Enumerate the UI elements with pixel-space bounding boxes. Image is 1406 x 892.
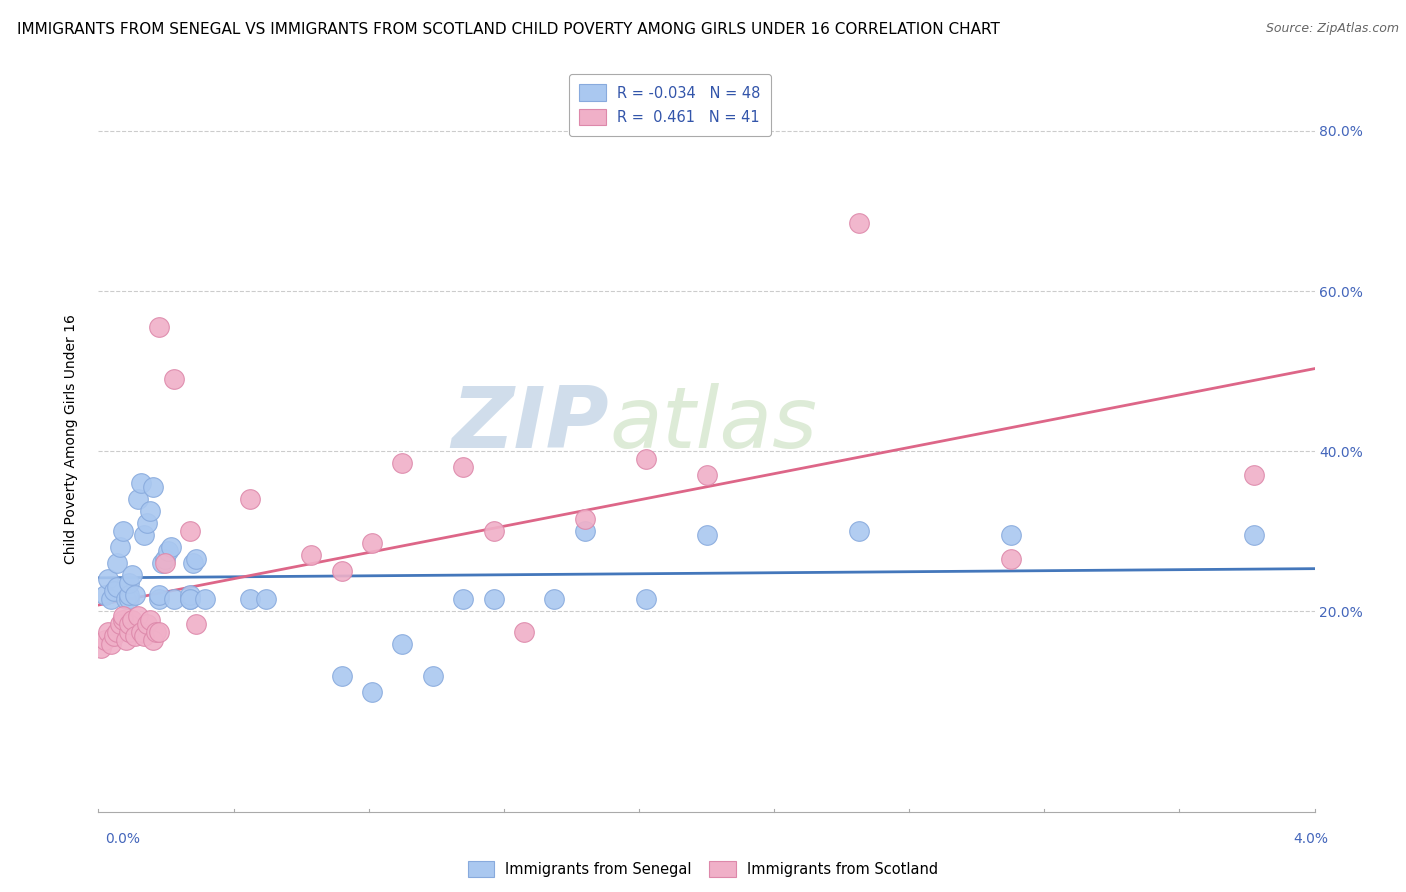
Point	[118, 589, 141, 603]
Point	[422, 668, 444, 682]
Point	[96, 573, 118, 587]
Point	[330, 565, 353, 579]
Point	[139, 504, 162, 518]
Point	[105, 624, 128, 639]
Point	[100, 636, 122, 650]
Point	[108, 616, 131, 631]
Point	[124, 628, 146, 642]
Point	[118, 616, 141, 631]
Text: Source: ZipAtlas.com: Source: ZipAtlas.com	[1265, 22, 1399, 36]
Point	[361, 684, 384, 698]
Point	[139, 613, 162, 627]
Point	[103, 628, 125, 642]
Text: ZIP: ZIP	[451, 383, 609, 466]
Point	[254, 592, 277, 607]
Point	[163, 372, 186, 386]
Point	[513, 624, 536, 639]
Point	[1243, 468, 1265, 483]
Point	[111, 608, 134, 623]
Point	[239, 592, 262, 607]
Point	[121, 568, 143, 582]
Point	[118, 592, 141, 607]
Text: 4.0%: 4.0%	[1294, 832, 1329, 846]
Point	[299, 549, 322, 563]
Point	[181, 557, 204, 571]
Text: IMMIGRANTS FROM SENEGAL VS IMMIGRANTS FROM SCOTLAND CHILD POVERTY AMONG GIRLS UN: IMMIGRANTS FROM SENEGAL VS IMMIGRANTS FR…	[17, 22, 1000, 37]
Point	[132, 528, 155, 542]
Point	[482, 592, 505, 607]
Point	[114, 632, 136, 647]
Point	[155, 557, 177, 571]
Point	[148, 592, 170, 607]
Point	[148, 320, 170, 334]
Point	[543, 592, 565, 607]
Point	[118, 576, 141, 591]
Point	[93, 632, 115, 647]
Point	[184, 616, 207, 631]
Point	[179, 589, 201, 603]
Point	[391, 456, 413, 470]
Point	[330, 668, 353, 682]
Point	[1000, 552, 1022, 566]
Point	[157, 544, 180, 558]
Point	[142, 632, 165, 647]
Legend: R = -0.034   N = 48, R =  0.461   N = 41: R = -0.034 N = 48, R = 0.461 N = 41	[569, 74, 770, 136]
Point	[155, 552, 177, 566]
Point	[194, 592, 217, 607]
Point	[145, 624, 167, 639]
Point	[148, 624, 170, 639]
Point	[574, 524, 596, 539]
Point	[127, 492, 149, 507]
Point	[453, 592, 475, 607]
Point	[634, 452, 657, 467]
Point	[848, 524, 870, 539]
Text: atlas: atlas	[609, 383, 817, 466]
Point	[634, 592, 657, 607]
Point	[391, 636, 413, 650]
Point	[93, 589, 115, 603]
Point	[108, 541, 131, 555]
Point	[453, 460, 475, 475]
Point	[696, 468, 718, 483]
Point	[136, 516, 159, 531]
Point	[121, 613, 143, 627]
Point	[90, 640, 112, 655]
Text: 0.0%: 0.0%	[105, 832, 141, 846]
Point	[696, 528, 718, 542]
Point	[179, 524, 201, 539]
Point	[848, 216, 870, 230]
Point	[103, 584, 125, 599]
Point	[150, 557, 173, 571]
Point	[111, 613, 134, 627]
Point	[239, 492, 262, 507]
Point	[160, 541, 183, 555]
Point	[136, 616, 159, 631]
Point	[482, 524, 505, 539]
Point	[105, 557, 128, 571]
Point	[118, 624, 141, 639]
Y-axis label: Child Poverty Among Girls Under 16: Child Poverty Among Girls Under 16	[63, 314, 77, 565]
Point	[179, 592, 201, 607]
Point	[129, 476, 152, 491]
Point	[574, 512, 596, 526]
Legend: Immigrants from Senegal, Immigrants from Scotland: Immigrants from Senegal, Immigrants from…	[460, 854, 946, 885]
Point	[132, 628, 155, 642]
Point	[96, 624, 118, 639]
Point	[361, 536, 384, 550]
Point	[184, 552, 207, 566]
Point	[163, 592, 186, 607]
Point	[148, 589, 170, 603]
Point	[179, 592, 201, 607]
Point	[129, 624, 152, 639]
Point	[124, 589, 146, 603]
Point	[1000, 528, 1022, 542]
Point	[127, 608, 149, 623]
Point	[105, 581, 128, 595]
Point	[1243, 528, 1265, 542]
Point	[114, 592, 136, 607]
Point	[111, 524, 134, 539]
Point	[142, 480, 165, 494]
Point	[100, 592, 122, 607]
